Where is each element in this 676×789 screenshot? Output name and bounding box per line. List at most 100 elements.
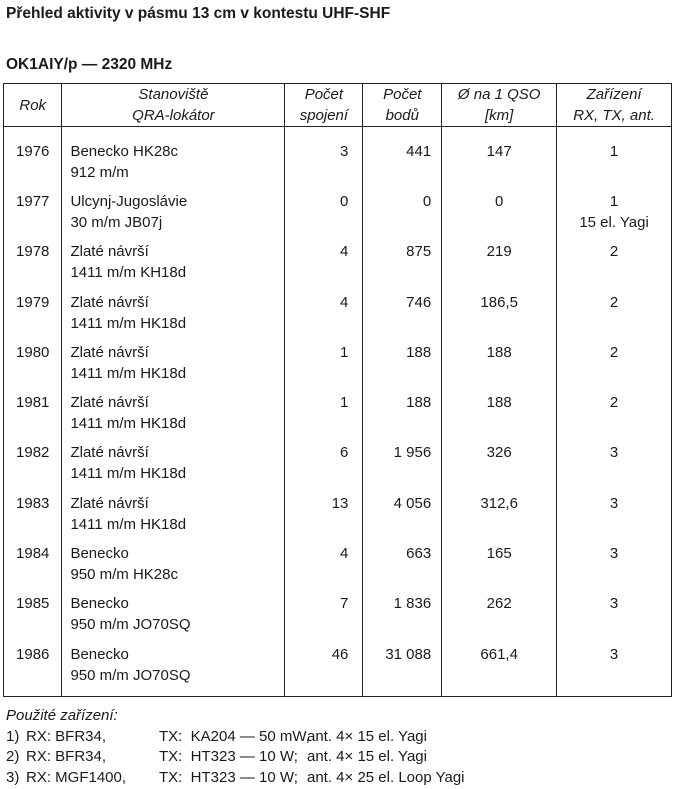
cell-qso: 7 bbox=[284, 593, 364, 644]
document-title: Přehled aktivity v pásmu 13 cm v kontest… bbox=[6, 5, 391, 22]
cell-rok: 1984 bbox=[2, 543, 63, 594]
cell-qso: 1 bbox=[284, 392, 364, 443]
cell-avg: 262 bbox=[441, 593, 558, 644]
cell-avg: 0 bbox=[441, 191, 558, 242]
cell-qso: 13 bbox=[284, 492, 364, 544]
activity-table: Rok Stanoviště QRA-lokátor Počet spojení P… bbox=[2, 83, 672, 697]
footnote-heading: Použité zařízení: bbox=[6, 707, 118, 724]
cell-avg: 312,6 bbox=[441, 492, 558, 544]
cell-avg: 661,4 bbox=[441, 643, 558, 697]
item-ant: ant. 4× 15 el. Yagi bbox=[307, 727, 427, 745]
cell-site: Zlaté návrší 1411 m/m HK18d bbox=[61, 341, 286, 393]
header-points: Počet bodů bbox=[362, 83, 443, 127]
cell-points: 1 836 bbox=[362, 593, 443, 644]
header-site: Stanoviště QRA-lokátor bbox=[61, 83, 286, 127]
header-equip: Zařízení RX, TX, ant. bbox=[556, 83, 672, 127]
cell-equip: 2 bbox=[556, 241, 672, 292]
cell-site: Benecko 950 m/m HK28c bbox=[61, 543, 286, 594]
cell-qso: 1 bbox=[284, 341, 364, 393]
table-row: 1985 Benecko 950 m/m JO70SQ 7 1 836 262 3 bbox=[2, 593, 672, 644]
cell-avg: 219 bbox=[441, 241, 558, 292]
cell-points: 188 bbox=[362, 341, 443, 393]
cell-points: 441 bbox=[362, 126, 443, 191]
cell-avg: 188 bbox=[441, 341, 558, 393]
table-row: 1978 Zlaté návrší 1411 m/m KH18d 4 875 219 2 bbox=[2, 241, 672, 292]
header-rok: Rok bbox=[2, 83, 63, 127]
cell-site: Ulcynj-Jugoslávie 30 m/m JB07j bbox=[61, 191, 286, 242]
cell-equip: 3 bbox=[556, 643, 672, 697]
cell-rok: 1982 bbox=[2, 442, 63, 493]
cell-equip: 3 bbox=[556, 492, 672, 544]
item-tx: TX: KA204 — 50 mW, bbox=[159, 727, 310, 745]
item-tx: TX: HT323 — 10 W; bbox=[159, 768, 298, 786]
cell-site: Benecko HK28c 912 m/m bbox=[61, 126, 286, 191]
cell-points: 746 bbox=[362, 291, 443, 342]
cell-equip: 1 bbox=[556, 126, 672, 191]
cell-points: 31 088 bbox=[362, 643, 443, 697]
table-row: 1982 Zlaté návrší 1411 m/m HK18d 6 1 956 326 3 bbox=[2, 442, 672, 493]
cell-qso: 3 bbox=[284, 126, 364, 191]
table-row: 1976 Benecko HK28c 912 m/m 3 441 147 1 bbox=[2, 126, 672, 191]
cell-qso: 6 bbox=[284, 442, 364, 493]
cell-qso: 4 bbox=[284, 241, 364, 292]
header-avg: Ø na 1 QSO [km] bbox=[441, 83, 558, 127]
cell-avg: 186,5 bbox=[441, 291, 558, 342]
cell-equip: 1 15 el. Yagi bbox=[556, 191, 672, 242]
cell-qso: 4 bbox=[284, 291, 364, 342]
cell-qso: 0 bbox=[284, 191, 364, 242]
cell-qso: 4 bbox=[284, 543, 364, 594]
table-row: 1986 Benecko 950 m/m JO70SQ 46 31 088 661,4 3 bbox=[2, 643, 672, 697]
cell-points: 0 bbox=[362, 191, 443, 242]
footnote-item: 2) RX: BFR34, TX: HT323 — 10 W; ant. 4× 15 … bbox=[6, 747, 465, 768]
table-row: 1977 Ulcynj-Jugoslávie 30 m/m JB07j 0 0 0 1 15 … bbox=[2, 191, 672, 242]
cell-rok: 1980 bbox=[2, 341, 63, 393]
cell-rok: 1976 bbox=[2, 126, 63, 191]
item-tx: TX: HT323 — 10 W; bbox=[159, 748, 298, 765]
cell-equip: 3 bbox=[556, 442, 672, 493]
item-number: 1) bbox=[6, 727, 20, 745]
cell-rok: 1985 bbox=[2, 593, 63, 644]
item-number: 2) bbox=[6, 748, 20, 765]
table-row: 1983 Zlaté návrší 1411 m/m HK18d 13 4 056 312… bbox=[2, 492, 672, 544]
cell-rok: 1983 bbox=[2, 492, 63, 544]
cell-site: Benecko 950 m/m JO70SQ bbox=[61, 593, 286, 644]
cell-site: Benecko 950 m/m JO70SQ bbox=[61, 643, 286, 697]
item-ant: ant. 4× 25 el. Loop Yagi bbox=[307, 768, 465, 786]
cell-rok: 1979 bbox=[2, 291, 63, 342]
cell-site: Zlaté návrší 1411 m/m HK18d bbox=[61, 442, 286, 493]
cell-points: 188 bbox=[362, 392, 443, 443]
cell-equip: 2 bbox=[556, 392, 672, 443]
cell-points: 1 956 bbox=[362, 442, 443, 493]
item-rx: RX: MGF1400, bbox=[26, 768, 127, 786]
item-ant: ant. 4× 15 el. Yagi bbox=[307, 748, 427, 765]
cell-rok: 1986 bbox=[2, 643, 63, 697]
footnote-item: 3) RX: MGF1400, TX: HT323 — 10 W; ant. 4× 2… bbox=[6, 768, 465, 789]
cell-avg: 147 bbox=[441, 126, 558, 191]
cell-points: 875 bbox=[362, 241, 443, 292]
table-row: 1980 Zlaté návrší 1411 m/m HK18d 1 188 188 2 bbox=[2, 341, 672, 393]
cell-equip: 2 bbox=[556, 291, 672, 342]
footnote-item: 1) RX: BFR34, TX: KA204 — 50 mW,ant. 4× 15… bbox=[6, 727, 465, 748]
cell-site: Zlaté návrší 1411 m/m HK18d bbox=[61, 392, 286, 443]
table-subtitle: OK1AIY/p — 2320 MHz bbox=[6, 56, 173, 73]
cell-site: Zlaté návrší 1411 m/m HK18d bbox=[61, 492, 286, 544]
cell-equip: 3 bbox=[556, 593, 672, 644]
cell-points: 663 bbox=[362, 543, 443, 594]
header-qso: Počet spojení bbox=[284, 83, 364, 127]
cell-site: Zlaté návrší 1411 m/m KH18d bbox=[61, 241, 286, 292]
cell-site: Zlaté návrší 1411 m/m HK18d bbox=[61, 291, 286, 342]
table-row: 1981 Zlaté návrší 1411 m/m HK18d 1 188 188 2 bbox=[2, 392, 672, 443]
item-rx: RX: BFR34, bbox=[26, 727, 107, 745]
table-row: 1984 Benecko 950 m/m HK28c 4 663 165 3 bbox=[2, 543, 672, 594]
cell-avg: 165 bbox=[441, 543, 558, 594]
item-rx: RX: BFR34, bbox=[26, 748, 107, 765]
cell-avg: 188 bbox=[441, 392, 558, 443]
cell-avg: 326 bbox=[441, 442, 558, 493]
cell-rok: 1977 bbox=[2, 191, 63, 242]
table-header-row: Rok Stanoviště QRA-lokátor Počet spojení P… bbox=[2, 83, 672, 127]
cell-rok: 1981 bbox=[2, 392, 63, 443]
cell-equip: 2 bbox=[556, 341, 672, 393]
footnote: Použité zařízení: 1) RX: BFR34, TX: KA204 … bbox=[6, 706, 465, 788]
cell-points: 4 056 bbox=[362, 492, 443, 544]
cell-rok: 1978 bbox=[2, 241, 63, 292]
